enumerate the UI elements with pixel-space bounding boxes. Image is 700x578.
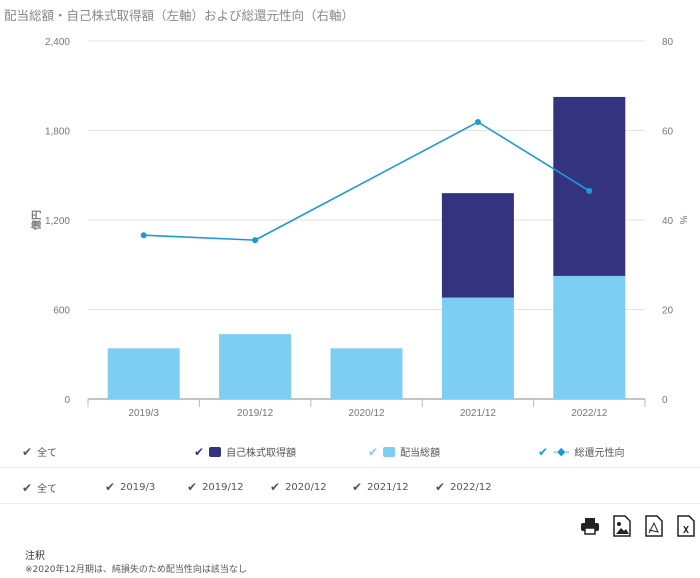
filter-label: 全て [37, 484, 58, 495]
check-icon: ✔ [22, 444, 33, 459]
excel-icon[interactable]: X [676, 515, 696, 537]
legend-all[interactable]: ✔ 全て [22, 444, 58, 460]
check-icon: ✔ [105, 480, 116, 494]
legend-row: ✔ 全て ✔ 自己株式取得額 ✔ 配当総額 ✔ -◆- 総還元性向 [0, 433, 700, 468]
pdf-icon[interactable] [644, 515, 664, 537]
y-tick-label: 2,400 [45, 37, 70, 48]
legend-label: 総還元性向 [574, 448, 625, 459]
y-axis-label: 億円 [30, 210, 43, 230]
filter-label: 2021/12 [367, 481, 409, 493]
line-series [143, 121, 590, 241]
x-tick-label: 2019/3 [128, 408, 159, 419]
x-tick-label: 2020/12 [348, 408, 385, 419]
bar-配当総額 [553, 275, 626, 399]
filter-2020-12[interactable]: ✔ 2020/12 [270, 480, 327, 494]
check-icon: ✔ [368, 444, 379, 459]
filter-2019-3[interactable]: ✔ 2019/3 [105, 480, 155, 494]
swatch [383, 446, 396, 457]
bar-自己株式取得額 [553, 96, 626, 276]
image-icon[interactable] [612, 515, 632, 537]
y2-tick-label: 60 [662, 127, 674, 138]
export-toolbar: X [580, 515, 696, 537]
x-tick-label: 2019/12 [237, 408, 274, 419]
chart: 0 600 1,200 1,800 2,400 0 20 40 60 80 億円 % 2019/3 201… [30, 37, 688, 419]
legend-label: 自己株式取得額 [226, 448, 297, 459]
y-tick-label: 600 [53, 306, 70, 317]
y2-axis-label: % [677, 216, 688, 225]
filter-label: 2020/12 [285, 481, 327, 493]
legend-item-buyback[interactable]: ✔ 自己株式取得額 [194, 444, 297, 460]
y-tick-label: 0 [64, 395, 70, 406]
bar-自己株式取得額 [441, 193, 514, 298]
y2-tick-label: 0 [662, 395, 668, 406]
legend-label: 配当総額 [400, 448, 441, 459]
check-icon: ✔ [22, 480, 33, 495]
line-marker-icon: -◆- [553, 445, 570, 458]
y-tick-label: 1,200 [45, 216, 70, 227]
filter-all[interactable]: ✔ 全て [22, 480, 58, 496]
chart-title: 配当総額・自己株式取得額（左軸）および総還元性向（右軸） [4, 8, 355, 23]
line-point [586, 187, 593, 194]
y2-tick-label: 40 [662, 216, 674, 227]
line-point [474, 118, 481, 125]
filter-row: ✔ 全て ✔ 2019/3 ✔ 2019/12 ✔ 2020/12 ✔ 2021/12 ✔… [0, 469, 700, 504]
filter-2021-12[interactable]: ✔ 2021/12 [352, 480, 409, 494]
check-icon: ✔ [187, 480, 198, 494]
svg-text:X: X [683, 525, 689, 536]
filter-2022-12[interactable]: ✔ 2022/12 [435, 480, 492, 494]
bar-配当総額 [330, 348, 403, 399]
line-point [252, 237, 259, 244]
filter-2019-12[interactable]: ✔ 2019/12 [187, 480, 244, 494]
legend-item-payout[interactable]: ✔ -◆- 総還元性向 [538, 444, 625, 460]
legend-item-dividend[interactable]: ✔ 配当総額 [368, 444, 441, 460]
check-icon: ✔ [435, 480, 446, 494]
check-icon: ✔ [352, 480, 363, 494]
check-icon: ✔ [194, 444, 205, 459]
print-icon[interactable] [580, 515, 600, 537]
x-tick-label: 2022/12 [571, 408, 608, 419]
filter-label: 2019/3 [120, 481, 156, 493]
y2-tick-label: 80 [662, 37, 674, 48]
bar-配当総額 [107, 348, 180, 399]
note-text: ※2020年12月期は、純損失のため配当性向は該当なし [25, 565, 247, 575]
line-point [140, 232, 147, 239]
y-tick-label: 1,800 [45, 127, 70, 138]
filter-label: 2022/12 [450, 481, 492, 493]
swatch [209, 446, 222, 457]
bar-配当総額 [219, 334, 292, 399]
check-icon: ✔ [270, 480, 281, 494]
y2-tick-label: 20 [662, 306, 674, 317]
x-tick-label: 2021/12 [460, 408, 497, 419]
note-heading: 注釈 [25, 551, 45, 562]
check-icon: ✔ [538, 444, 549, 459]
legend-all-label: 全て [37, 448, 58, 459]
bar-配当総額 [441, 297, 514, 399]
filter-label: 2019/12 [202, 481, 244, 493]
